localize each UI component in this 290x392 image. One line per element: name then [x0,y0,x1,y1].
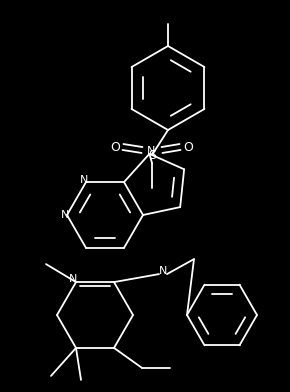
Text: N: N [80,175,88,185]
Text: N: N [61,210,69,220]
Text: N: N [69,274,77,284]
Text: S: S [148,149,156,162]
Text: O: O [183,140,193,154]
Text: N: N [159,266,167,276]
Text: N: N [147,146,156,156]
Text: O: O [110,140,120,154]
